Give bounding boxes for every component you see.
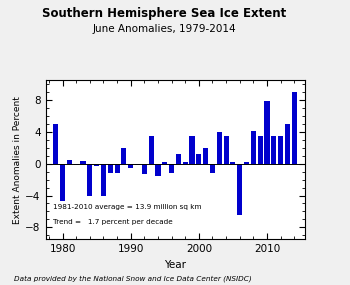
Bar	[121, 148, 126, 164]
Text: Southern Hemisphere Sea Ice Extent: Southern Hemisphere Sea Ice Extent	[42, 7, 287, 20]
Bar	[224, 136, 229, 164]
Bar	[230, 162, 236, 164]
Bar	[87, 164, 92, 196]
Bar	[114, 164, 120, 173]
Bar	[203, 148, 208, 164]
Bar	[217, 132, 222, 164]
Bar	[176, 154, 181, 164]
Bar	[74, 164, 79, 165]
Bar	[251, 131, 256, 164]
Bar	[183, 162, 188, 164]
Text: 1981-2010 average = 13.9 million sq km: 1981-2010 average = 13.9 million sq km	[53, 204, 202, 210]
Bar	[265, 101, 270, 164]
Bar	[292, 92, 297, 164]
Bar	[258, 136, 263, 164]
Bar	[244, 162, 249, 164]
Bar	[101, 164, 106, 196]
Bar	[53, 124, 58, 164]
Bar	[108, 164, 113, 173]
Bar	[278, 136, 283, 164]
Bar	[162, 162, 167, 164]
Text: June Anomalies, 1979-2014: June Anomalies, 1979-2014	[93, 24, 236, 34]
Bar	[285, 124, 290, 164]
Y-axis label: Extent Anomalies in Percent: Extent Anomalies in Percent	[14, 96, 22, 223]
Bar	[80, 161, 85, 164]
Bar	[67, 160, 72, 164]
Bar	[60, 164, 65, 201]
Bar	[128, 164, 133, 168]
Bar	[142, 164, 147, 174]
Bar	[135, 164, 140, 165]
Bar	[189, 136, 195, 164]
X-axis label: Year: Year	[164, 260, 186, 270]
Bar	[271, 136, 276, 164]
Bar	[149, 136, 154, 164]
Bar	[169, 164, 174, 173]
Bar	[155, 164, 161, 176]
Bar	[196, 154, 201, 164]
Text: Data provided by the National Snow and Ice Data Center (NSIDC): Data provided by the National Snow and I…	[14, 276, 252, 282]
Text: Trend =   1.7 percent per decade: Trend = 1.7 percent per decade	[53, 219, 173, 225]
Bar	[237, 164, 242, 215]
Bar	[94, 164, 99, 166]
Bar	[210, 164, 215, 173]
